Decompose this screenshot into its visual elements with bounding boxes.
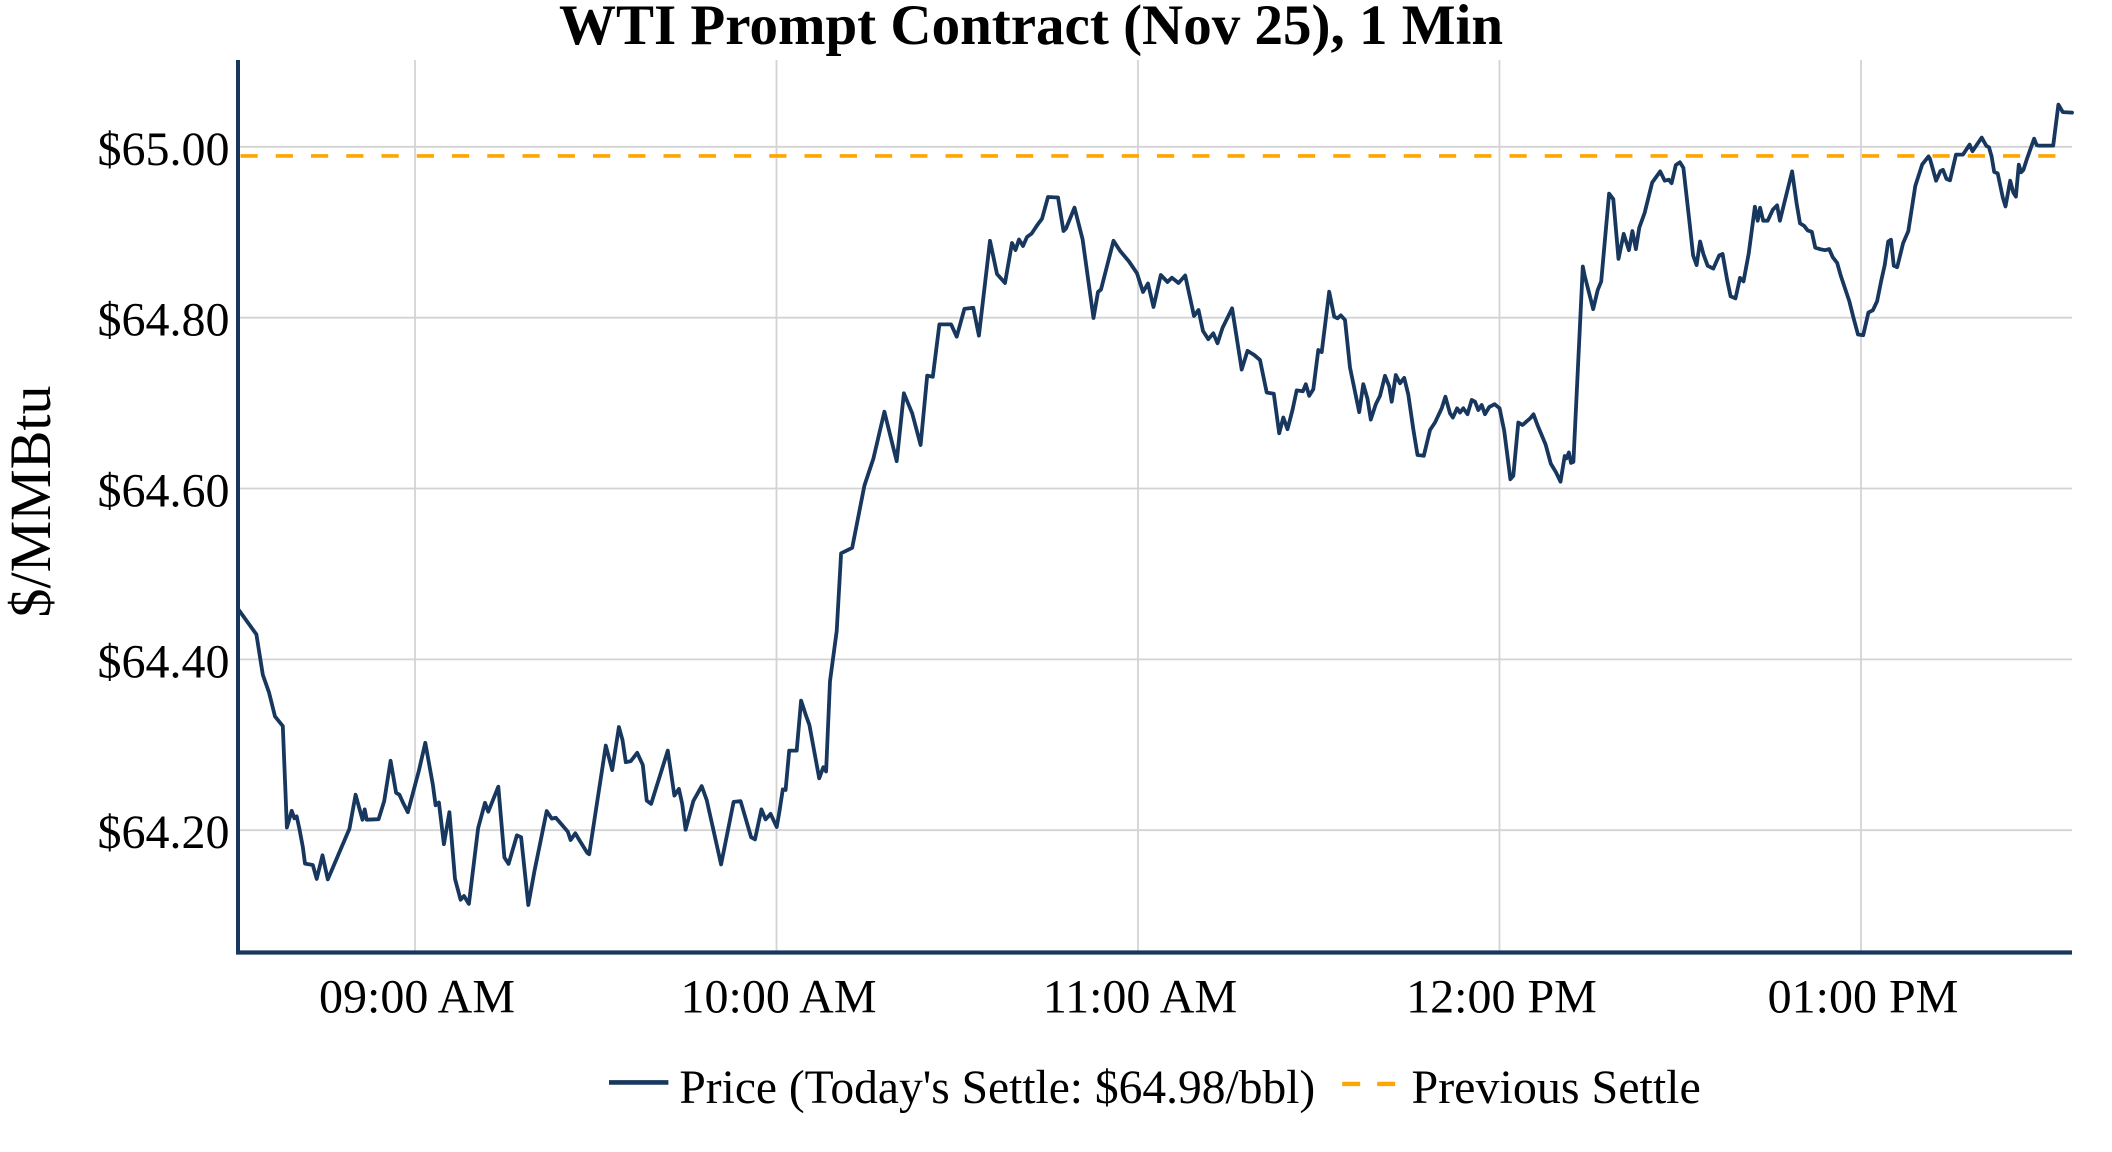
svg-text:Previous Settle: Previous Settle bbox=[1412, 1061, 1701, 1114]
svg-text:01:00 PM: 01:00 PM bbox=[1768, 971, 1959, 1024]
svg-text:$64.40: $64.40 bbox=[98, 635, 230, 688]
svg-text:$64.20: $64.20 bbox=[98, 806, 230, 859]
svg-text:10:00 AM: 10:00 AM bbox=[680, 971, 876, 1024]
svg-text:Price (Today's Settle: $64.98/: Price (Today's Settle: $64.98/bbl) bbox=[679, 1062, 1315, 1114]
svg-text:12:00 PM: 12:00 PM bbox=[1406, 971, 1597, 1024]
svg-text:$64.60: $64.60 bbox=[98, 465, 230, 518]
svg-text:$/MMBtu: $/MMBtu bbox=[0, 385, 63, 617]
svg-text:$64.80: $64.80 bbox=[98, 294, 230, 347]
svg-text:$65.00: $65.00 bbox=[98, 123, 230, 176]
svg-text:11:00 AM: 11:00 AM bbox=[1043, 971, 1237, 1024]
svg-text:WTI Prompt Contract (Nov 25),: WTI Prompt Contract (Nov 25), 1 Min bbox=[559, 0, 1503, 57]
svg-text:09:00 AM: 09:00 AM bbox=[319, 971, 515, 1024]
